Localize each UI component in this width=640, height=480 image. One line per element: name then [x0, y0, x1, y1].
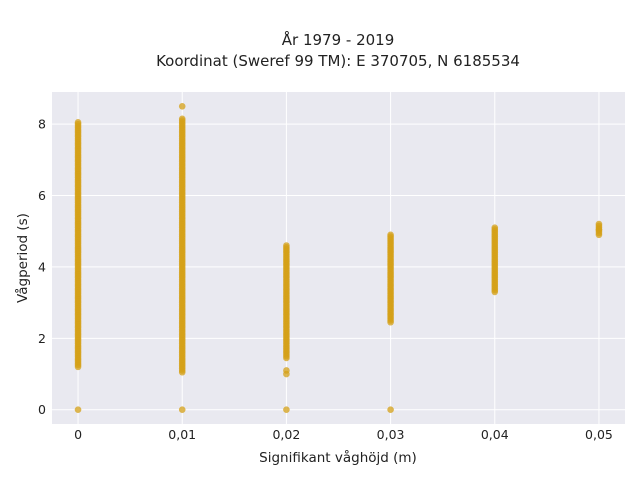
data-point — [178, 102, 186, 110]
data-point — [74, 406, 82, 414]
x-axis-title: Signifikant våghöjd (m) — [259, 449, 417, 466]
y-tick-label: 6 — [38, 188, 46, 203]
chart-title: År 1979 - 2019 — [282, 30, 395, 49]
data-point — [595, 220, 603, 228]
data-point — [595, 226, 603, 233]
x-tick-label: 0 — [74, 427, 82, 442]
data-point — [387, 406, 394, 414]
y-tick-label: 8 — [38, 117, 46, 132]
y-axis-title: Vågperiod (s) — [14, 213, 31, 303]
data-point — [74, 119, 82, 126]
data-point — [178, 115, 186, 123]
data-point — [491, 224, 499, 231]
data-point — [178, 406, 186, 414]
y-tick-label: 2 — [38, 331, 46, 346]
x-tick-label: 0,04 — [481, 427, 509, 442]
plot-area — [52, 92, 625, 424]
data-point — [283, 406, 290, 414]
x-tick-label: 0,05 — [585, 427, 613, 442]
y-tick-label: 4 — [38, 259, 46, 274]
y-tick-labels: 0 2 4 6 8 — [38, 117, 46, 418]
x-tick-label: 0,03 — [377, 427, 405, 442]
data-point — [283, 242, 290, 249]
chart-subtitle: Koordinat (Sweref 99 TM): E 370705, N 61… — [156, 52, 520, 70]
y-tick-label: 0 — [38, 402, 46, 417]
data-point — [283, 367, 290, 374]
x-tick-label: 0,02 — [272, 427, 300, 442]
x-tick-label: 0,01 — [168, 427, 196, 442]
data-point — [387, 231, 394, 239]
x-tick-labels: 0 0,01 0,02 0,03 0,04 0,05 — [74, 427, 613, 442]
data-points — [74, 102, 603, 414]
